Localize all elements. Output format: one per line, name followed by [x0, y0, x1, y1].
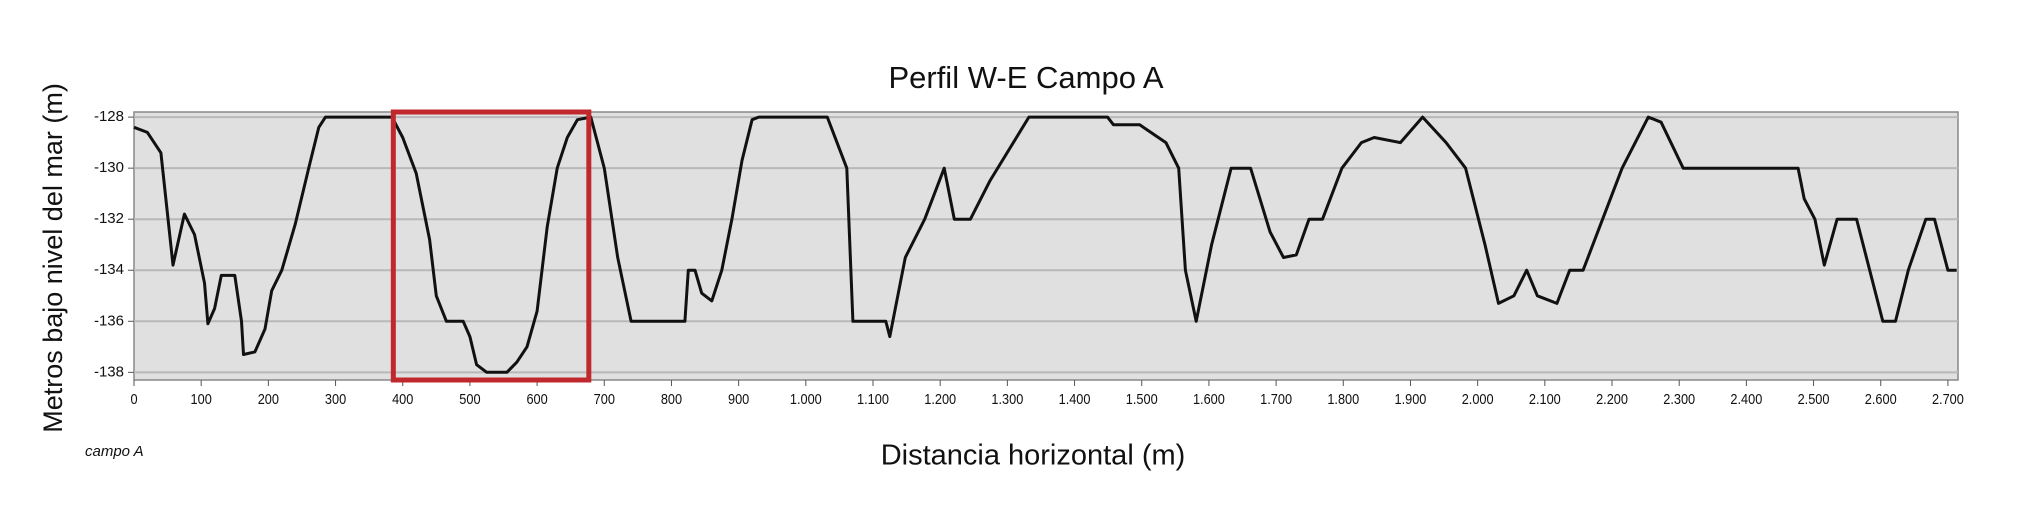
x-tick-label: 1.500	[1126, 390, 1158, 407]
x-tick-label: 2.100	[1529, 390, 1561, 407]
chart-title: Perfil W-E Campo A	[888, 60, 1163, 95]
x-tick-label: 1.700	[1260, 390, 1292, 407]
x-tick-label: 700	[594, 390, 615, 407]
x-axis-title: Distancia horizontal (m)	[881, 440, 1186, 472]
x-tick-label: 400	[392, 390, 413, 407]
x-tick-label: 600	[526, 390, 547, 407]
x-tick-label: 1.400	[1059, 390, 1091, 407]
x-tick-label: 2.500	[1798, 390, 1830, 407]
x-tick-label: 1.000	[790, 390, 822, 407]
x-tick-label: 1.100	[857, 390, 889, 407]
x-tick-label: 1.900	[1395, 390, 1427, 407]
x-tick-label: 800	[661, 390, 682, 407]
y-tick-label: -130	[94, 159, 124, 176]
x-tick-label: 2.000	[1462, 390, 1494, 407]
y-tick-label: -136	[94, 312, 124, 329]
x-tick-label: 1.200	[924, 390, 956, 407]
y-tick-label: -134	[94, 261, 124, 278]
x-tick-label: 1.600	[1193, 390, 1225, 407]
y-axis-title: Metros bajo nivel del mar (m)	[38, 83, 68, 433]
x-tick-label: 2.700	[1932, 390, 1964, 407]
x-tick-label: 2.300	[1663, 390, 1695, 407]
x-tick-label: 2.600	[1865, 390, 1897, 407]
x-tick-label: 1.800	[1327, 390, 1359, 407]
y-tick-label: -138	[94, 363, 124, 380]
highlight-box	[390, 109, 592, 383]
x-tick-label: 500	[459, 390, 480, 407]
x-tick-label: 0	[130, 390, 137, 407]
x-tick-label: 2.200	[1596, 390, 1628, 407]
profile-line	[133, 115, 1957, 374]
annotation: campo A	[85, 443, 144, 460]
x-tick-label: 100	[191, 390, 212, 407]
x-tick-label: 200	[258, 390, 279, 407]
y-tick-label: -132	[94, 210, 124, 227]
x-tick-label: 300	[325, 390, 346, 407]
y-tick-label: -128	[94, 108, 124, 125]
x-tick-label: 1.300	[991, 390, 1023, 407]
x-tick-label: 900	[728, 390, 749, 407]
x-tick-label: 2.400	[1730, 390, 1762, 407]
plot-area	[133, 111, 1959, 381]
